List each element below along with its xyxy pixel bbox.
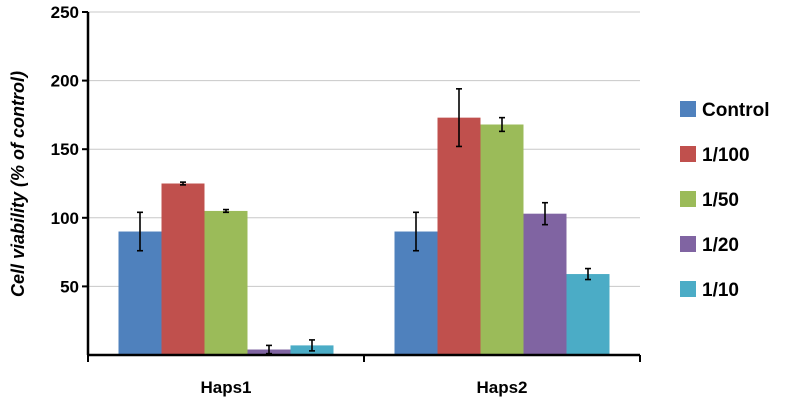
error-bars: [137, 88, 591, 355]
legend-label: 1/10: [702, 280, 739, 301]
x-ticks: Haps1 Haps2: [87, 355, 641, 397]
bar-haps1-1: [161, 183, 205, 355]
y-tick-label: 100: [51, 209, 79, 228]
legend-label: Control: [702, 100, 770, 121]
x-tick-label: Haps1: [200, 378, 251, 397]
legend-swatch: [680, 146, 696, 162]
y-axis-title: Cell viability (% of control): [8, 71, 28, 297]
bar-haps1-2: [204, 210, 248, 355]
legend-label: 1/50: [702, 190, 739, 211]
y-tick-label: 200: [51, 72, 79, 91]
bar-haps2-4: [566, 274, 610, 355]
bars: [118, 117, 610, 355]
x-tick-label: Haps2: [476, 378, 527, 397]
legend-label: 1/100: [702, 145, 750, 166]
y-ticks: 50 100 150 200 250: [51, 3, 88, 296]
y-tick-label: 250: [51, 3, 79, 22]
y-tick-label: 150: [51, 140, 79, 159]
legend-swatch: [680, 191, 696, 207]
bar-haps2-2: [480, 124, 524, 355]
legend-label: 1/20: [702, 235, 739, 256]
legend-swatch: [680, 281, 696, 297]
bar-haps1-0: [118, 231, 162, 355]
legend-swatch: [680, 101, 696, 117]
bar-haps2-3: [523, 213, 567, 355]
legend-swatch: [680, 236, 696, 252]
bar-haps2-0: [394, 231, 438, 355]
y-tick-label: 50: [60, 277, 79, 296]
bar-haps2-1: [437, 117, 481, 355]
legend: Control 1/100 1/50 1/20 1/10: [680, 100, 770, 301]
